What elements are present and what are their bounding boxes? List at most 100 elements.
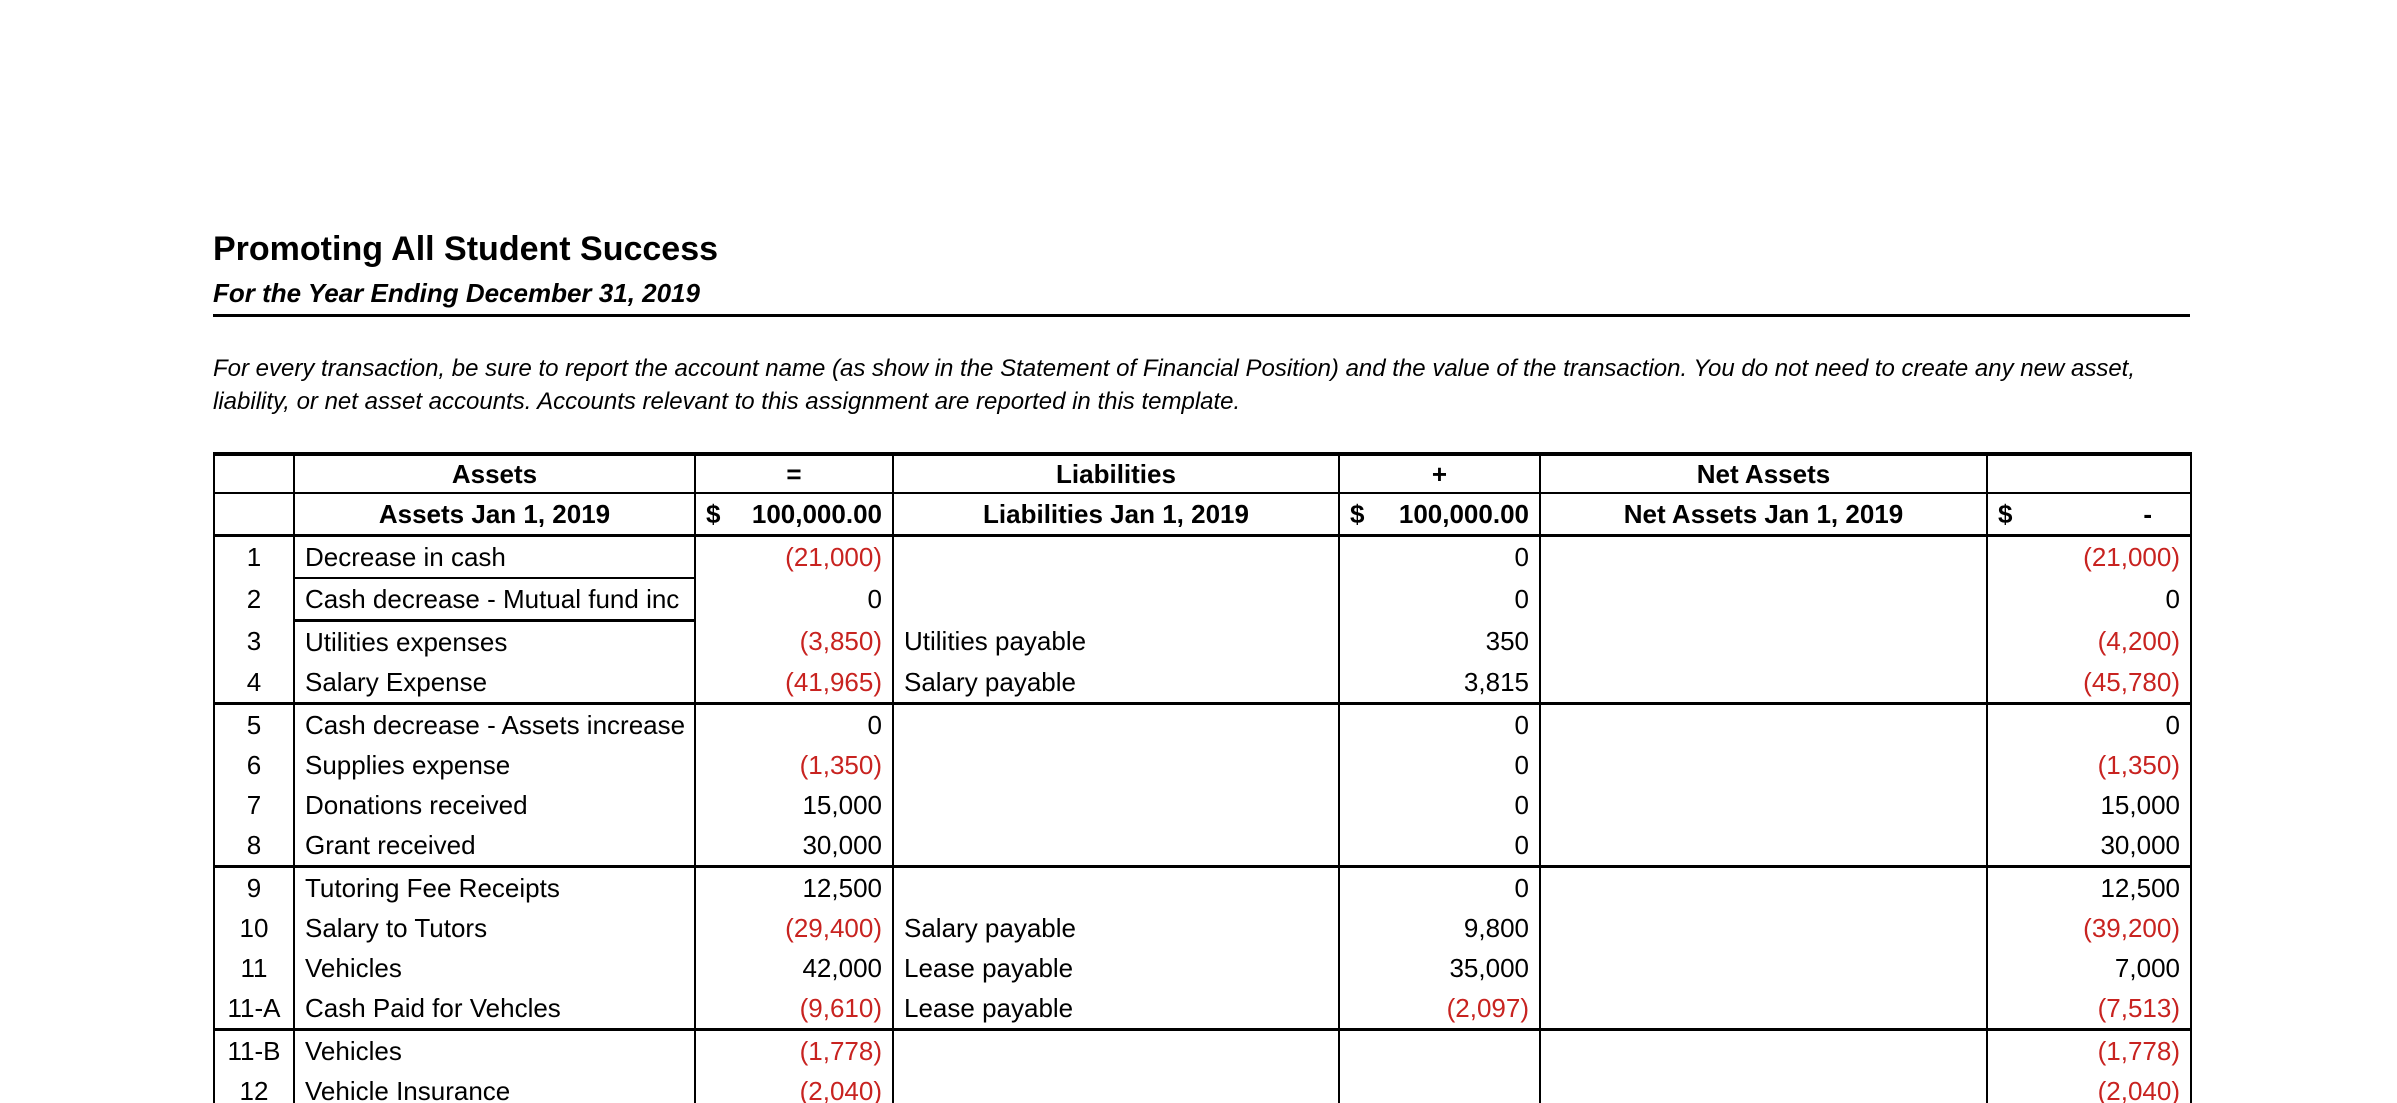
asset-account-cell: Grant received: [293, 825, 696, 868]
asset-account-cell: Vehicles: [293, 948, 696, 988]
asset-account-cell: Supplies expense: [293, 745, 696, 785]
col-header-net-assets: Net Assets: [1539, 454, 1988, 494]
liability-account-cell: Salary payable: [892, 908, 1340, 948]
table-row: 6 Supplies expense (1,350) 0 (1,350): [213, 745, 2192, 785]
total-value-cell: (2,040): [1986, 1071, 2192, 1103]
net-asset-account-cell: [1539, 825, 1988, 868]
liability-account-cell: [892, 745, 1340, 785]
liability-value-cell: 3,815: [1338, 662, 1541, 705]
asset-value-cell: 12,500: [694, 866, 894, 908]
opening-assets-label: Assets Jan 1, 2019: [293, 493, 696, 537]
total-value-cell: 15,000: [1986, 785, 2192, 825]
asset-value-cell: (1,778): [694, 1029, 894, 1071]
page-title: Promoting All Student Success: [213, 230, 719, 268]
asset-value-cell: (3,850): [694, 620, 894, 662]
col-header-assets: Assets: [293, 454, 696, 494]
row-id: 11: [213, 948, 295, 988]
asset-value-cell: 30,000: [694, 825, 894, 868]
opening-assets-value: $ 100,000.00: [694, 493, 894, 537]
asset-value-cell: (2,040): [694, 1071, 894, 1103]
asset-account-cell: Donations received: [293, 785, 696, 825]
asset-value-cell: (41,965): [694, 662, 894, 705]
instructions-text: For every transaction, be sure to report…: [213, 355, 2136, 415]
total-value-cell: (7,513): [1986, 988, 2192, 1031]
opening-balance-row: Assets Jan 1, 2019 $ 100,000.00 Liabilit…: [213, 493, 2192, 537]
row-id: 3: [213, 620, 295, 662]
row-id: 10: [213, 908, 295, 948]
liability-account-cell: Salary payable: [892, 662, 1340, 705]
col-header-total: [1986, 454, 2192, 494]
asset-value-cell: 0: [694, 703, 894, 745]
liability-value-cell: 0: [1338, 866, 1541, 908]
liability-value-cell: 0: [1338, 785, 1541, 825]
net-asset-account-cell: [1539, 535, 1988, 578]
asset-account-cell: Utilities expenses: [293, 620, 696, 662]
liability-value-cell: 0: [1338, 745, 1541, 785]
dollar-sign: $: [1998, 498, 2013, 529]
net-asset-account-cell: [1539, 785, 1988, 825]
net-asset-account-cell: [1539, 662, 1988, 705]
liability-value-cell: (2,097): [1338, 988, 1541, 1031]
liability-account-cell: [892, 535, 1340, 578]
row-id: 11-B: [213, 1029, 295, 1071]
liability-account-cell: [892, 1071, 1340, 1103]
total-value-cell: 12,500: [1986, 866, 2192, 908]
total-value-cell: (1,778): [1986, 1029, 2192, 1071]
asset-value-cell: (1,350): [694, 745, 894, 785]
asset-account-cell: Salary Expense: [293, 662, 696, 705]
dollar-sign: $: [1350, 498, 1365, 529]
opening-liabilities-label: Liabilities Jan 1, 2019: [892, 493, 1340, 537]
col-header-plus: +: [1338, 454, 1541, 494]
col-header-equals: =: [694, 454, 894, 494]
table-row: 7 Donations received 15,000 0 15,000: [213, 785, 2192, 825]
table-row: 10 Salary to Tutors (29,400) Salary paya…: [213, 908, 2192, 948]
liability-account-cell: Lease payable: [892, 948, 1340, 988]
total-value-cell: 0: [1986, 578, 2192, 621]
row-id: 9: [213, 866, 295, 908]
net-asset-account-cell: [1539, 948, 1988, 988]
net-asset-account-cell: [1539, 703, 1988, 745]
total-value-cell: (1,350): [1986, 745, 2192, 785]
asset-value-cell: (21,000): [694, 535, 894, 578]
total-value-cell: 7,000: [1986, 948, 2192, 988]
asset-account-cell: Cash decrease - Mutual fund inc: [293, 578, 696, 622]
liability-value-cell: 0: [1338, 825, 1541, 868]
total-value-cell: (39,200): [1986, 908, 2192, 948]
table-row: 8 Grant received 30,000 0 30,000: [213, 825, 2192, 868]
liability-value-cell: 9,800: [1338, 908, 1541, 948]
opening-liabilities-value: $ 100,000.00: [1338, 493, 1541, 537]
liability-value-cell: 350: [1338, 620, 1541, 662]
asset-account-cell: Salary to Tutors: [293, 908, 696, 948]
liability-value-cell: 0: [1338, 535, 1541, 578]
asset-account-cell: Cash Paid for Vehcles: [293, 988, 696, 1031]
row-id: 8: [213, 825, 295, 868]
asset-account-cell: Decrease in cash: [293, 535, 696, 579]
transactions-table: Assets = Liabilities + Net Assets Assets…: [213, 452, 2192, 1103]
net-asset-account-cell: [1539, 620, 1988, 662]
liability-account-cell: [892, 1029, 1340, 1071]
liability-account-cell: Utilities payable: [892, 620, 1340, 662]
table-row: 11-B Vehicles (1,778) (1,778): [213, 1029, 2192, 1071]
corner-cell: [213, 454, 295, 494]
table-row: 5 Cash decrease - Assets increase 0 0 0: [213, 703, 2192, 745]
table-row: 12 Vehicle Insurance (2,040) (2,040): [213, 1071, 2192, 1103]
net-asset-account-cell: [1539, 908, 1988, 948]
row-id: 7: [213, 785, 295, 825]
asset-account-cell: Vehicles: [293, 1029, 696, 1071]
liability-account-cell: [892, 703, 1340, 745]
row-id: 5: [213, 703, 295, 745]
liability-account-cell: [892, 785, 1340, 825]
net-asset-account-cell: [1539, 1071, 1988, 1103]
row-id: 12: [213, 1071, 295, 1103]
liability-value-cell: 0: [1338, 703, 1541, 745]
asset-value-cell: 0: [694, 578, 894, 621]
total-value-cell: (4,200): [1986, 620, 2192, 662]
net-asset-account-cell: [1539, 578, 1988, 621]
table-row: 2 Cash decrease - Mutual fund inc 0 0 0: [213, 578, 2192, 622]
liability-value-cell: [1338, 1071, 1541, 1103]
total-value-cell: (21,000): [1986, 535, 2192, 578]
table-row: 9 Tutoring Fee Receipts 12,500 0 12,500: [213, 866, 2192, 908]
table-row: 4 Salary Expense (41,965) Salary payable…: [213, 662, 2192, 705]
net-asset-account-cell: [1539, 988, 1988, 1031]
